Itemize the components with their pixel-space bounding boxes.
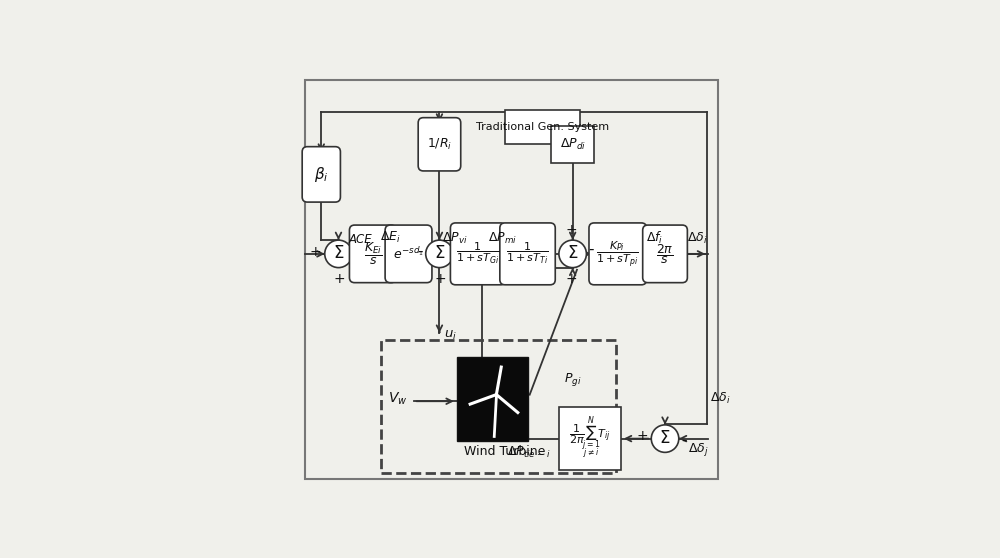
Text: $\Delta P_{di}$: $\Delta P_{di}$ xyxy=(560,137,586,152)
Text: $\beta_i$: $\beta_i$ xyxy=(314,165,329,184)
Circle shape xyxy=(651,425,679,453)
Text: $\Delta E_i$: $\Delta E_i$ xyxy=(380,230,401,245)
Text: $\Delta\delta_i$: $\Delta\delta_i$ xyxy=(710,391,731,406)
Text: -: - xyxy=(589,242,594,257)
Text: ACE: ACE xyxy=(348,233,372,246)
FancyBboxPatch shape xyxy=(589,223,647,285)
Text: $\Delta\delta_j$: $\Delta\delta_j$ xyxy=(688,441,709,459)
Text: $\dfrac{1}{1+sT_{Ti}}$: $\dfrac{1}{1+sT_{Ti}}$ xyxy=(506,241,549,267)
Bar xyxy=(381,340,616,473)
FancyBboxPatch shape xyxy=(349,225,396,283)
Text: Traditional Gen. System: Traditional Gen. System xyxy=(476,122,609,132)
Text: $e^{-sd_1}$: $e^{-sd_1}$ xyxy=(393,246,424,262)
Text: Wind Turbine: Wind Turbine xyxy=(464,445,546,458)
Text: +: + xyxy=(334,272,346,286)
Text: $\Delta P_{tie-\,i}$: $\Delta P_{tie-\,i}$ xyxy=(507,445,551,460)
Text: +: + xyxy=(310,245,321,259)
FancyBboxPatch shape xyxy=(385,225,432,283)
Text: $\Delta P_{mi}$: $\Delta P_{mi}$ xyxy=(488,231,517,246)
Text: $u_i$: $u_i$ xyxy=(444,329,457,341)
Text: $\Sigma$: $\Sigma$ xyxy=(567,244,578,262)
Text: +: + xyxy=(566,223,577,237)
Text: $\Sigma$: $\Sigma$ xyxy=(333,244,344,262)
Text: $\dfrac{K_{Pi}}{1+sT_{pi}}$: $\dfrac{K_{Pi}}{1+sT_{pi}}$ xyxy=(596,239,639,269)
Bar xyxy=(505,110,580,145)
Text: $\Sigma$: $\Sigma$ xyxy=(659,429,671,447)
Text: $\Delta f_i$: $\Delta f_i$ xyxy=(646,230,663,246)
Text: $\dfrac{1}{1+sT_{Gi}}$: $\dfrac{1}{1+sT_{Gi}}$ xyxy=(456,241,500,267)
Text: $\Delta P_{vi}$: $\Delta P_{vi}$ xyxy=(442,231,467,246)
Text: -: - xyxy=(417,244,422,259)
Text: $\dfrac{2\pi}{s}$: $\dfrac{2\pi}{s}$ xyxy=(656,242,674,266)
Circle shape xyxy=(325,240,352,268)
Bar xyxy=(559,407,621,470)
Text: $P_{gi}$: $P_{gi}$ xyxy=(564,371,582,388)
Text: +: + xyxy=(435,272,447,286)
Text: $V_w$: $V_w$ xyxy=(388,391,407,407)
Text: $\dfrac{1}{2\pi}\!\sum_{\substack{j=1\\j\neq i}}^{N}\!T_{ij}$: $\dfrac{1}{2\pi}\!\sum_{\substack{j=1\\j… xyxy=(569,415,611,463)
FancyBboxPatch shape xyxy=(418,118,461,171)
Bar xyxy=(551,126,594,162)
Bar xyxy=(457,357,528,441)
Text: $\Sigma$: $\Sigma$ xyxy=(434,244,445,262)
FancyBboxPatch shape xyxy=(450,223,506,285)
Text: +: + xyxy=(566,272,577,286)
FancyBboxPatch shape xyxy=(302,147,340,202)
Text: $\dfrac{K_{Ei}}{s}$: $\dfrac{K_{Ei}}{s}$ xyxy=(364,241,382,267)
Circle shape xyxy=(559,240,586,268)
FancyBboxPatch shape xyxy=(643,225,687,283)
Text: $\Delta\delta_i$: $\Delta\delta_i$ xyxy=(687,231,708,246)
Text: +: + xyxy=(636,430,648,444)
Circle shape xyxy=(426,240,453,268)
FancyBboxPatch shape xyxy=(500,223,555,285)
Text: $1/R_i$: $1/R_i$ xyxy=(427,137,452,152)
Text: -: - xyxy=(681,433,686,448)
